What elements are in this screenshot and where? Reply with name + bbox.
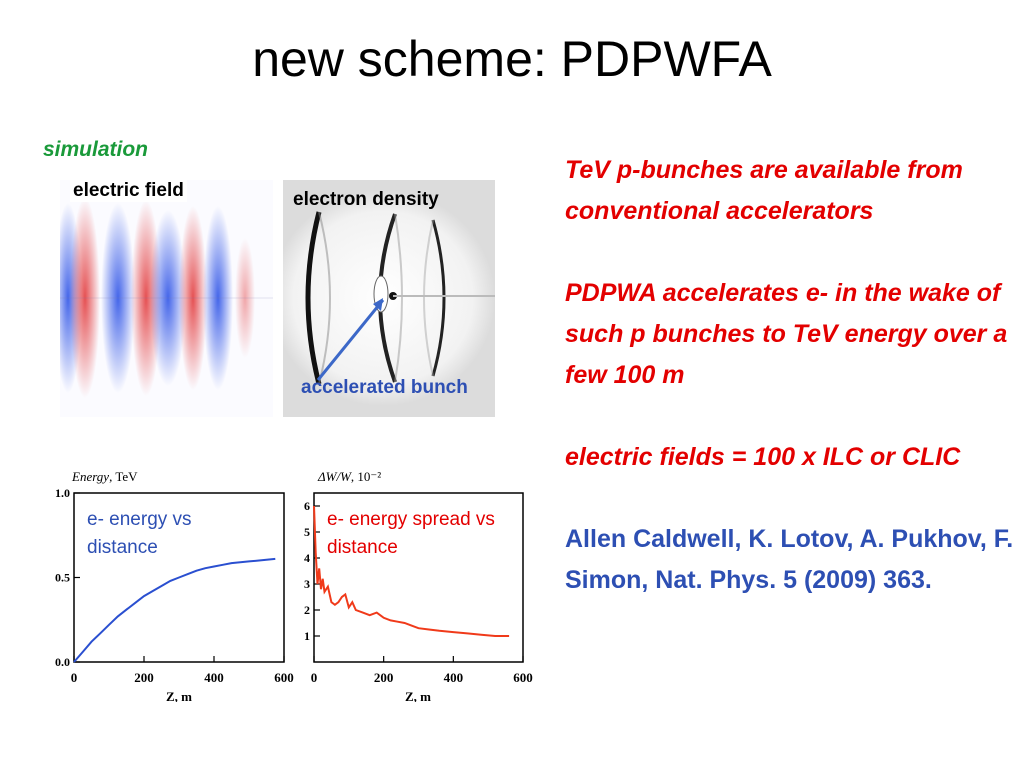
- energy-xlabel: Z, m: [166, 689, 192, 702]
- spread-curve: [313, 505, 510, 637]
- electric-field-label: electric field: [70, 180, 187, 202]
- spread-chart: ΔW/W, 10⁻² 0 200 400 600 1 2 3 4 5 6 Z, m e- ener…: [290, 462, 550, 704]
- y-tick-label: 1: [304, 629, 310, 643]
- y-tick-label: 4: [304, 551, 310, 565]
- electric-field-panel: electric field: [60, 180, 273, 417]
- electric-fields-paragraph: electric fields = 100 x ILC or CLIC: [565, 443, 961, 471]
- electric-field-image: [60, 180, 273, 417]
- spread-annotation: e- energy spread vs distance: [327, 509, 495, 558]
- x-tick-label: 600: [513, 670, 533, 685]
- pdpwa-paragraph: PDPWA accelerates e- in the wake of such…: [565, 279, 1008, 389]
- reference-citation: Allen Caldwell, K. Lotov, A. Pukhov, F. …: [565, 525, 1014, 594]
- y-tick-label: 0.5: [55, 571, 70, 585]
- energy-ylabel: Energy, TeV: [71, 469, 138, 484]
- y-tick-label: 0.0: [55, 655, 70, 669]
- x-tick-label: 600: [274, 670, 294, 685]
- electron-density-label: electron density: [293, 189, 439, 210]
- spread-xlabel: Z, m: [405, 689, 431, 702]
- accelerated-bunch-label: accelerated bunch: [301, 377, 468, 398]
- p-bunches-paragraph: TeV p-bunches are available from convent…: [565, 156, 963, 225]
- x-tick-label: 0: [71, 670, 78, 685]
- x-tick-label: 200: [134, 670, 154, 685]
- x-tick-label: 400: [444, 670, 464, 685]
- spread-chart-svg: ΔW/W, 10⁻² 0 200 400 600 1 2 3 4 5 6 Z, m: [304, 469, 533, 704]
- right-text-column: TeV p-bunches are available from convent…: [565, 150, 1015, 601]
- spread-plot-frame: [313, 492, 524, 663]
- y-tick-label: 2: [304, 603, 310, 617]
- energy-curve: [73, 557, 276, 663]
- energy-annotation: e- energy vs distance: [87, 509, 192, 558]
- energy-chart: Energy, TeV 0 200 400 600 0.0 0.5 1.0 Z, m e- …: [40, 462, 302, 704]
- simulation-label: simulation: [43, 138, 149, 161]
- x-tick-label: 0: [311, 670, 318, 685]
- x-tick-label: 400: [204, 670, 224, 685]
- x-tick-label: 200: [374, 670, 394, 685]
- energy-chart-svg: Energy, TeV 0 200 400 600 0.0 0.5 1.0 Z, m: [55, 469, 294, 704]
- slide-title: new scheme: PDPWFA: [252, 31, 772, 87]
- spread-ylabel: ΔW/W, 10⁻²: [317, 469, 381, 484]
- bunch-arrow: [316, 299, 385, 381]
- electron-density-image: [283, 180, 495, 417]
- electron-density-panel: electron density accelerated bunch: [283, 180, 495, 417]
- y-tick-label: 5: [304, 525, 310, 539]
- y-tick-label: 3: [304, 577, 310, 591]
- y-tick-label: 1.0: [55, 486, 70, 500]
- y-tick-label: 6: [304, 499, 310, 513]
